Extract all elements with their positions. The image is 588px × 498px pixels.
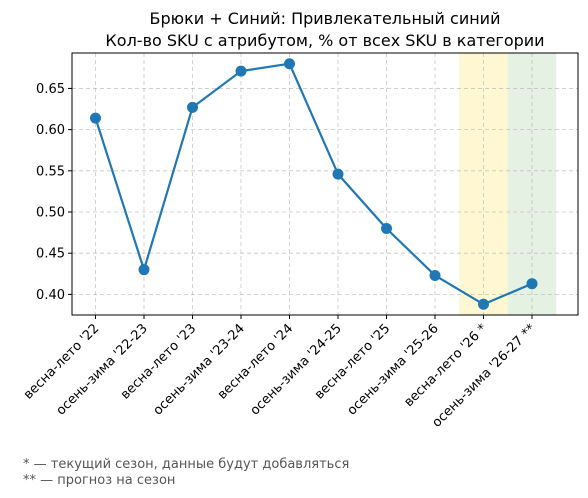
data-point	[478, 298, 489, 310]
data-point	[90, 112, 101, 124]
data-point	[138, 264, 150, 276]
highlight-band-forecast	[507, 53, 557, 315]
x-tick-label: осень-зима '22-23	[54, 321, 151, 418]
season-highlights	[459, 53, 557, 315]
x-tick-label: осень-зима '25-26	[345, 321, 442, 418]
footnote-current-season: * — текущий сезон, данные будут добавлят…	[23, 457, 350, 472]
x-tick-label: весна-лето '26 *	[401, 321, 490, 410]
chart-subtitle: Кол-во SKU с атрибутом, % от всех SKU в …	[105, 31, 544, 50]
series-line	[94, 62, 534, 306]
chart-title: Брюки + Синий: Привлекательный синий	[150, 9, 501, 28]
y-tick-label: 0.45	[36, 247, 65, 262]
y-tick-label: 0.55	[36, 164, 65, 179]
data-point	[235, 65, 247, 77]
x-tick-label: осень-зима '23-24	[151, 321, 248, 418]
series-layer	[90, 58, 538, 310]
data-point	[429, 269, 441, 281]
plot-frame	[71, 52, 579, 316]
footnote-forecast: ** — прогноз на сезон	[23, 473, 176, 488]
data-point	[526, 278, 538, 290]
y-tick-label: 0.65	[36, 82, 65, 97]
data-point	[332, 168, 344, 180]
data-point	[284, 58, 295, 70]
data-point	[381, 222, 392, 234]
y-tick-label: 0.40	[36, 288, 65, 303]
y-tick-label: 0.50	[36, 206, 65, 221]
highlight-band-current	[459, 53, 508, 315]
x-tick-label: осень-зима '24-25	[248, 321, 345, 418]
data-point	[187, 101, 198, 113]
y-tick-label: 0.60	[36, 123, 65, 138]
